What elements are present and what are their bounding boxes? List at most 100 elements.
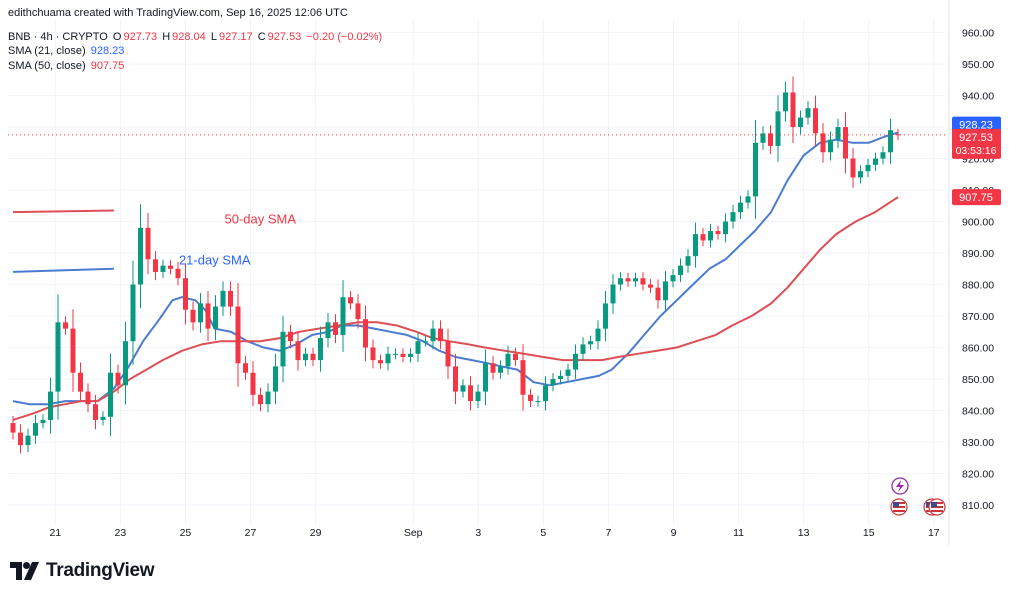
tradingview-logo[interactable]: TradingView	[10, 560, 155, 582]
bearish-candle[interactable]	[513, 347, 518, 367]
bearish-candle[interactable]	[18, 424, 23, 454]
bearish-candle[interactable]	[400, 348, 406, 363]
bullish-candle[interactable]	[130, 260, 136, 365]
bullish-candle[interactable]	[588, 335, 593, 350]
bullish-candle[interactable]	[708, 223, 713, 248]
bearish-candle[interactable]	[715, 225, 721, 240]
bullish-candle[interactable]	[48, 377, 53, 434]
bullish-candle[interactable]	[760, 126, 766, 150]
bullish-candle[interactable]	[265, 383, 271, 413]
bullish-candle[interactable]	[858, 165, 863, 184]
bullish-candle[interactable]	[783, 82, 788, 122]
bullish-candle[interactable]	[385, 346, 391, 371]
us-flag-icon[interactable]	[928, 498, 946, 516]
bullish-candle[interactable]	[828, 131, 833, 161]
bearish-candle[interactable]	[63, 316, 68, 335]
bullish-candle[interactable]	[738, 195, 743, 220]
bullish-candle[interactable]	[775, 95, 781, 162]
bullish-candle[interactable]	[505, 345, 511, 375]
bullish-candle[interactable]	[670, 269, 676, 288]
bullish-candle[interactable]	[33, 414, 38, 444]
bearish-candle[interactable]	[363, 305, 368, 362]
bearish-candle[interactable]	[153, 251, 158, 281]
us-flag-icon[interactable]	[890, 498, 908, 516]
bearish-candle[interactable]	[768, 125, 773, 155]
bullish-candle[interactable]	[573, 344, 578, 379]
bearish-candle[interactable]	[250, 361, 256, 407]
bearish-candle[interactable]	[243, 356, 248, 380]
bullish-candle[interactable]	[603, 290, 608, 342]
bullish-candle[interactable]	[678, 258, 683, 283]
bearish-candle[interactable]	[175, 261, 181, 286]
bearish-candle[interactable]	[295, 330, 301, 371]
bullish-candle[interactable]	[865, 158, 871, 178]
bearish-candle[interactable]	[528, 388, 533, 408]
bullish-candle[interactable]	[123, 322, 128, 405]
lightning-icon[interactable]	[891, 477, 909, 495]
bullish-candle[interactable]	[565, 363, 571, 382]
sma21-line[interactable]	[12, 267, 114, 273]
bullish-candle[interactable]	[535, 395, 541, 407]
bullish-candle[interactable]	[220, 281, 226, 316]
bearish-candle[interactable]	[70, 309, 76, 392]
bearish-candle[interactable]	[228, 281, 233, 316]
sma50-price-badge[interactable]: 907.75	[952, 189, 1001, 206]
bearish-candle[interactable]	[205, 290, 211, 342]
sma21-price-badge[interactable]: 928.23	[952, 116, 1001, 133]
bullish-candle[interactable]	[100, 411, 106, 426]
bullish-candle[interactable]	[55, 294, 61, 420]
bullish-candle[interactable]	[318, 326, 323, 372]
bullish-candle[interactable]	[213, 295, 218, 341]
bullish-candle[interactable]	[460, 379, 466, 398]
bullish-candle[interactable]	[498, 360, 503, 379]
bullish-candle[interactable]	[138, 204, 143, 309]
sma50-legend[interactable]: SMA (50, close) 907.75	[8, 60, 126, 72]
bullish-candle[interactable]	[835, 118, 841, 148]
bearish-candle[interactable]	[438, 320, 443, 350]
bearish-candle[interactable]	[453, 353, 458, 405]
bearish-candle[interactable]	[168, 260, 173, 275]
bullish-candle[interactable]	[303, 347, 308, 367]
bearish-candle[interactable]	[895, 128, 901, 141]
bearish-candle[interactable]	[648, 279, 653, 294]
bullish-candle[interactable]	[198, 293, 203, 333]
bullish-candle[interactable]	[723, 213, 728, 243]
bullish-candle[interactable]	[423, 335, 428, 347]
bullish-candle[interactable]	[160, 259, 166, 278]
bullish-candle[interactable]	[745, 190, 751, 209]
bullish-candle[interactable]	[108, 353, 113, 437]
bullish-candle[interactable]	[873, 152, 878, 171]
bearish-candle[interactable]	[378, 354, 383, 369]
bullish-candle[interactable]	[558, 370, 563, 385]
bullish-candle[interactable]	[685, 249, 691, 273]
bearish-candle[interactable]	[850, 148, 856, 188]
bullish-candle[interactable]	[40, 414, 46, 429]
bearish-candle[interactable]	[790, 76, 796, 143]
bullish-candle[interactable]	[483, 349, 488, 406]
bearish-candle[interactable]	[640, 272, 646, 291]
bearish-candle[interactable]	[10, 416, 16, 440]
bearish-candle[interactable]	[288, 324, 293, 349]
bearish-candle[interactable]	[490, 356, 496, 380]
bullish-candle[interactable]	[880, 146, 886, 165]
bullish-candle[interactable]	[408, 348, 413, 363]
bullish-candle[interactable]	[430, 320, 436, 350]
bearish-candle[interactable]	[370, 339, 376, 369]
bearish-candle[interactable]	[655, 279, 661, 309]
bullish-candle[interactable]	[595, 320, 601, 350]
bullish-candle[interactable]	[475, 384, 481, 409]
symbol-name[interactable]: BNB · 4h · CRYPTO	[8, 31, 108, 43]
bullish-candle[interactable]	[610, 274, 616, 314]
bearish-candle[interactable]	[93, 394, 98, 430]
sma50-line[interactable]	[12, 209, 114, 214]
bullish-candle[interactable]	[805, 101, 811, 125]
bullish-candle[interactable]	[618, 272, 623, 291]
bullish-candle[interactable]	[798, 110, 803, 135]
bearish-candle[interactable]	[85, 383, 91, 413]
bullish-candle[interactable]	[550, 373, 556, 392]
bearish-candle[interactable]	[258, 387, 263, 412]
bearish-candle[interactable]	[520, 344, 526, 411]
bullish-candle[interactable]	[663, 270, 668, 311]
bullish-candle[interactable]	[273, 353, 278, 405]
